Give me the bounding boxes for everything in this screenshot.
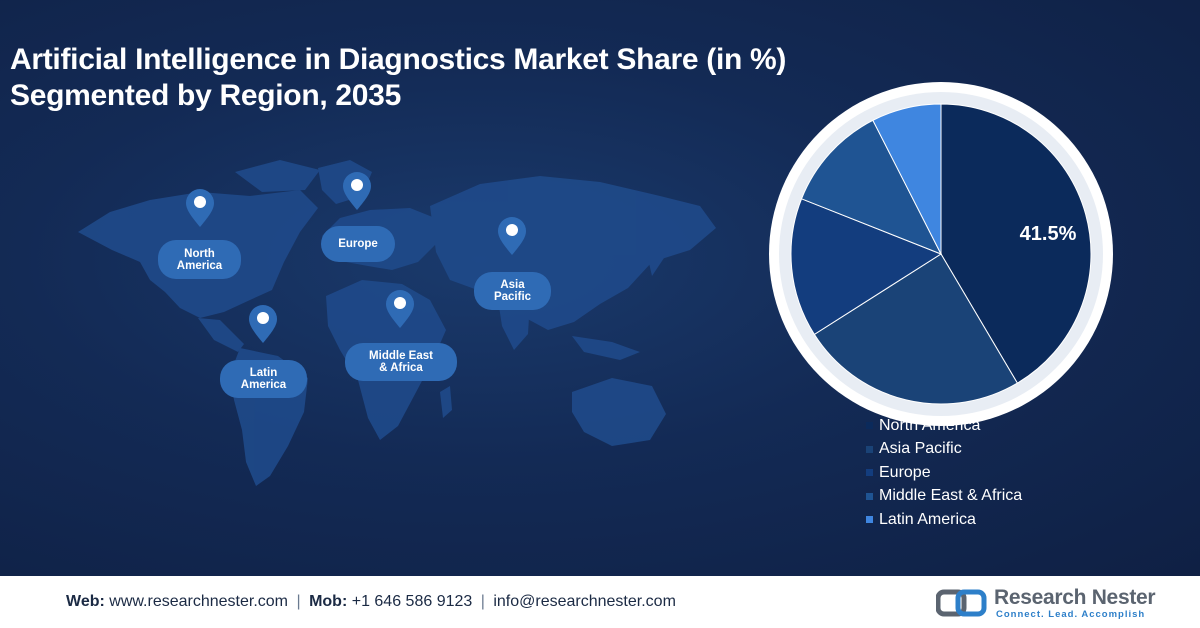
logo-name: Research Nester xyxy=(994,586,1156,609)
region-label-asia-pacific: Asia Pacific xyxy=(474,272,551,310)
pie-slice-middle-east-africa xyxy=(800,119,943,255)
legend-swatch xyxy=(866,516,873,524)
web-link[interactable]: www.researchnester.com xyxy=(109,593,288,610)
web-label: Web: xyxy=(66,593,105,610)
legend-item: Latin America xyxy=(866,508,1022,532)
pie-chart-svg: 41.5% xyxy=(769,82,1113,426)
chart-title-line1: Artificial Intelligence in Diagnostics M… xyxy=(10,43,787,76)
map-pin-icon xyxy=(249,305,277,343)
region-label-middle-east-africa: Middle East & Africa xyxy=(345,343,457,381)
region-label-europe: Europe xyxy=(321,226,395,262)
phone-number[interactable]: +1 646 586 9123 xyxy=(351,593,473,610)
mob-label: Mob: xyxy=(309,593,348,610)
logo-tagline: Connect. Lead. Accomplish xyxy=(996,609,1146,620)
chart-title-line2: Segmented by Region, 2035 xyxy=(10,79,401,112)
legend-item: Middle East & Africa xyxy=(866,485,1022,509)
email-link[interactable]: info@researchnester.com xyxy=(493,593,676,610)
legend-swatch xyxy=(866,469,873,477)
chart-legend: North America Asia Pacific Europe Middle… xyxy=(866,414,1022,532)
pie-slice-europe xyxy=(790,198,943,336)
legend-swatch xyxy=(866,445,873,453)
world-map xyxy=(78,160,716,486)
legend-item: Europe xyxy=(866,461,1022,485)
legend-swatch xyxy=(866,492,873,500)
contact-line: Web: www.researchnester.com | Mob: +1 64… xyxy=(66,593,676,611)
legend-item: Asia Pacific xyxy=(866,438,1022,462)
pie-slice-north-america xyxy=(940,103,1092,384)
infographic-panel: Artificial Intelligence in Diagnostics M… xyxy=(0,0,1200,576)
research-nester-logo: Research Nester Connect. Lead. Accomplis… xyxy=(936,584,1156,622)
separator: | xyxy=(296,593,301,610)
legend-item: North America xyxy=(866,414,1022,438)
map-pin-icon xyxy=(498,217,526,255)
pin-icons xyxy=(186,172,526,343)
map-pin-icon xyxy=(186,189,214,227)
map-pin-icon xyxy=(343,172,371,210)
legend-swatch xyxy=(866,422,873,430)
region-label-latin-america: Latin America xyxy=(220,360,307,398)
pie-chart: 41.5% xyxy=(766,79,1116,429)
pie-slice-asia-pacific xyxy=(813,253,1019,405)
map-pin-icon xyxy=(386,290,414,328)
slice-data-label: 41.5% xyxy=(1020,223,1077,245)
logo-icon xyxy=(936,589,987,617)
separator: | xyxy=(480,593,485,610)
pie-slice-latin-america xyxy=(872,103,942,255)
region-label-north-america: North America xyxy=(158,240,241,279)
footer: Web: www.researchnester.com | Mob: +1 64… xyxy=(0,576,1200,628)
chart-title: Artificial Intelligence in Diagnostics M… xyxy=(10,42,786,114)
